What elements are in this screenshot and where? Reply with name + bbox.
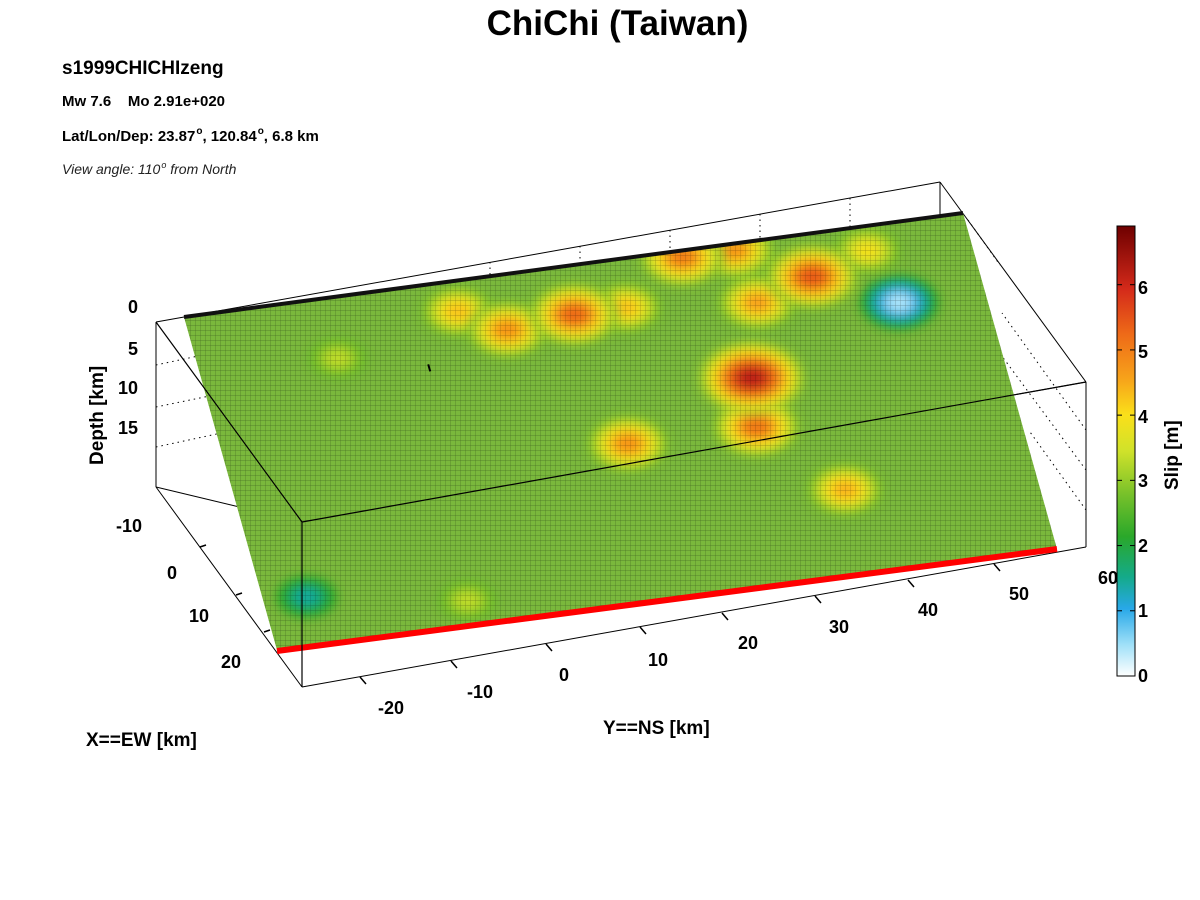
colorbar-tick-marks bbox=[1117, 284, 1135, 677]
ns-tick: 20 bbox=[738, 633, 758, 653]
ns-tick: 50 bbox=[1009, 584, 1029, 604]
colorbar-tick: 4 bbox=[1138, 407, 1148, 427]
ns-tick: -10 bbox=[467, 682, 493, 702]
magnitude-moment: Mw 7.6 Mo 2.91e+020 bbox=[62, 93, 226, 110]
ns-tick: 0 bbox=[559, 665, 569, 685]
degree-mark: o bbox=[161, 160, 167, 170]
ns-axis-label: Y==NS [km] bbox=[603, 718, 710, 739]
colorbar-tick: 1 bbox=[1138, 601, 1148, 621]
chart-title: ChiChi (Taiwan) bbox=[486, 4, 749, 43]
depth-tick: 5 bbox=[128, 339, 138, 359]
location-prefix: Lat/Lon/Dep: 23.87 bbox=[62, 128, 196, 145]
colorbar-gradient bbox=[1116, 225, 1136, 677]
view-angle: View angle: 110o from North bbox=[62, 160, 236, 177]
ew-tick: 0 bbox=[167, 563, 177, 583]
view-prefix: View angle: 110 bbox=[62, 161, 161, 177]
depth-axis-label: Depth [km] bbox=[87, 366, 108, 465]
colorbar-label: Slip [m] bbox=[1162, 420, 1183, 490]
ns-tick-marks bbox=[359, 563, 1001, 685]
ew-tick: 20 bbox=[221, 652, 241, 672]
colorbar-tick: 5 bbox=[1138, 342, 1148, 362]
ew-axis-label: X==EW [km] bbox=[86, 730, 197, 751]
surface-trace-red bbox=[276, 546, 1058, 654]
ns-tick: 30 bbox=[829, 617, 849, 637]
location-mid: , 120.84 bbox=[202, 128, 257, 145]
view-suffix: from North bbox=[166, 161, 237, 177]
ew-tick-marks bbox=[199, 544, 271, 633]
depth-tick: 10 bbox=[118, 378, 138, 398]
ns-tick: -20 bbox=[378, 698, 404, 718]
location-line: Lat/Lon/Dep: 23.87o, 120.84o, 6.8 km bbox=[62, 126, 319, 145]
colorbar-tick: 3 bbox=[1138, 471, 1148, 491]
ns-tick: 40 bbox=[918, 600, 938, 620]
degree-mark: o bbox=[257, 126, 264, 137]
colorbar: 0 1 2 3 4 5 6 Slip [m] bbox=[1116, 225, 1183, 686]
axis-box-front bbox=[155, 321, 1087, 687]
hypocenter-marker bbox=[427, 364, 432, 372]
degree-mark: o bbox=[196, 126, 203, 137]
ns-tick: 60 bbox=[1098, 568, 1118, 588]
colorbar-tick: 6 bbox=[1138, 278, 1148, 298]
colorbar-tick: 2 bbox=[1138, 536, 1148, 556]
ns-tick: 10 bbox=[648, 650, 668, 670]
depth-tick: 15 bbox=[118, 418, 138, 438]
fault-top-edge bbox=[183, 211, 964, 319]
grid-dotted bbox=[155, 198, 1087, 511]
depth-tick: 0 bbox=[128, 297, 138, 317]
model-name: s1999CHICHIzeng bbox=[62, 58, 224, 79]
fault-surface bbox=[183, 211, 1058, 654]
ew-tick: 10 bbox=[189, 606, 209, 626]
location-suffix: , 6.8 km bbox=[263, 128, 319, 145]
fault-mesh bbox=[184, 213, 1057, 650]
ew-tick: -10 bbox=[116, 516, 142, 536]
colorbar-tick: 0 bbox=[1138, 666, 1148, 686]
